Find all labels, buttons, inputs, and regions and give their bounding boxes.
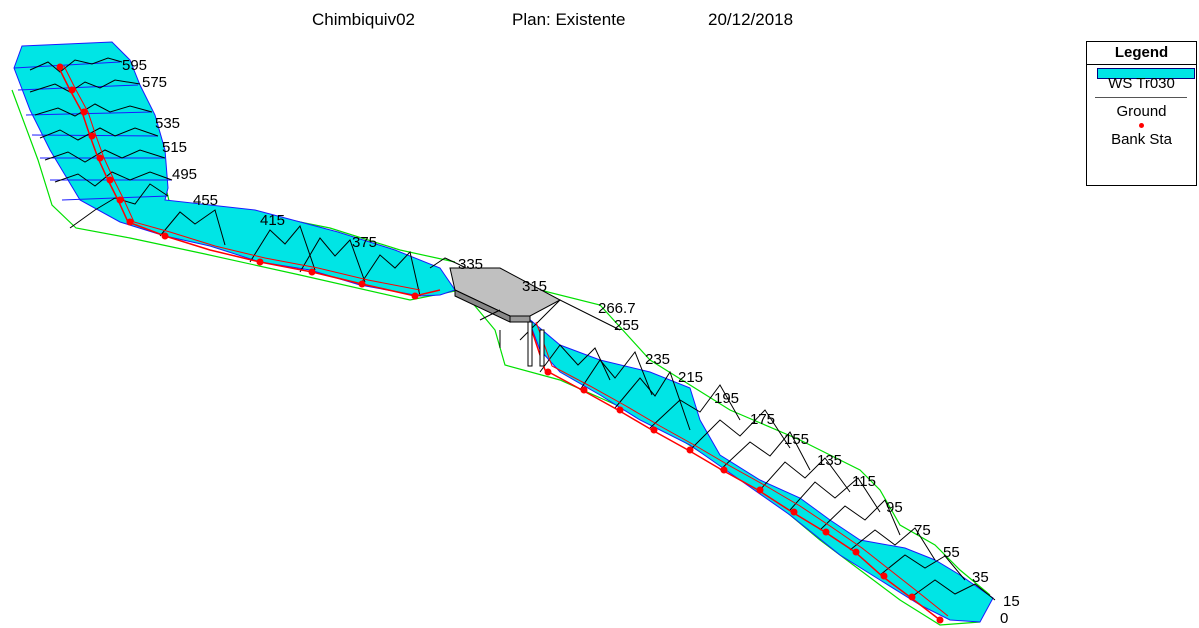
- legend: Legend WS Tr030 Ground Bank Sta: [1086, 41, 1197, 186]
- project-name: Chimbiquiv02: [312, 10, 415, 29]
- legend-item-label: WS Tr030: [1108, 75, 1175, 92]
- station-label: 535: [155, 115, 180, 132]
- station-label: 315: [522, 278, 547, 295]
- station-label: 155: [784, 431, 809, 448]
- station-label: 135: [817, 452, 842, 469]
- legend-item-label: Ground: [1116, 103, 1167, 120]
- station-label: 415: [260, 212, 285, 229]
- bank-line-downstream: [529, 324, 941, 621]
- plot-title: Chimbiquiv02 Plan: Existente 20/12/2018: [0, 10, 1150, 32]
- legend-item-bank: Bank Sta: [1087, 121, 1196, 149]
- station-label: 595: [122, 57, 147, 74]
- station-label: 455: [193, 192, 218, 209]
- water-surface-swatch: [1097, 68, 1195, 79]
- ground-profiles: [29, 57, 996, 601]
- station-label: 75: [914, 522, 931, 539]
- legend-item-label: Bank Sta: [1111, 131, 1172, 148]
- station-labels: 595 575 535 515 495 455 415 375 335 315 …: [122, 57, 1020, 627]
- station-label: 235: [645, 351, 670, 368]
- water-surface-downstream: [526, 316, 994, 623]
- station-label: 375: [352, 234, 377, 251]
- plan-name: Plan: Existente: [512, 10, 626, 29]
- bridge-structure: [449, 267, 562, 367]
- plot-date: 20/12/2018: [708, 10, 794, 29]
- station-label: 335: [458, 256, 483, 273]
- station-label: 175: [750, 411, 775, 428]
- station-label: 255: [614, 317, 639, 334]
- station-label: 95: [886, 499, 903, 516]
- bank-line-right: [63, 65, 421, 291]
- station-label: 215: [678, 369, 703, 386]
- overbank-boundary-upper: [519, 284, 991, 596]
- station-label: 55: [943, 544, 960, 561]
- station-label: 15: [1003, 593, 1020, 610]
- station-label: 266.7: [598, 300, 636, 317]
- legend-item-ground: Ground: [1087, 93, 1196, 121]
- station-label: 35: [972, 569, 989, 586]
- station-label: 115: [852, 473, 876, 490]
- bank-station-points: [56, 63, 944, 624]
- station-label: 495: [172, 166, 197, 183]
- bank-station-dot-swatch: [1139, 123, 1144, 128]
- station-label: 0: [1000, 610, 1008, 627]
- ground-line-swatch: [1095, 97, 1187, 98]
- legend-item-ws: WS Tr030: [1087, 65, 1196, 93]
- water-surface-upstream: [13, 41, 456, 297]
- bank-line-downstream-2: [535, 321, 949, 617]
- station-label: 195: [714, 390, 739, 407]
- station-label: 515: [162, 139, 187, 156]
- legend-title: Legend: [1087, 42, 1196, 65]
- overbank-boundary-left: [11, 89, 461, 301]
- station-label: 575: [142, 74, 167, 91]
